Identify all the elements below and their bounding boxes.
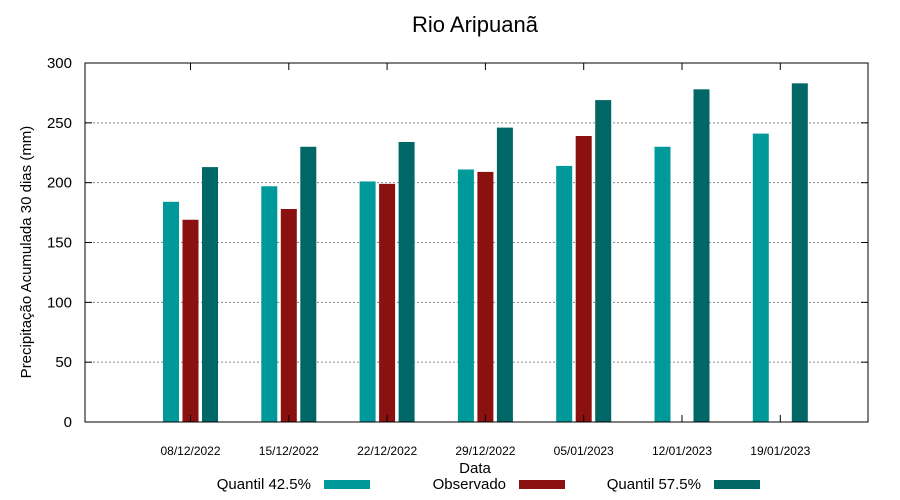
x-tick-label: 05/01/2023 [554, 444, 614, 458]
y-tick-label: 300 [47, 55, 72, 72]
bar-1-6 [654, 146, 671, 422]
legend-label-2: Observado [433, 476, 506, 493]
bar-3-6 [693, 89, 710, 423]
legend: Quantil 42.5% Observado Quantil 57.5% [217, 476, 760, 493]
bar-1-4 [457, 169, 474, 422]
bar-2-2 [280, 208, 297, 422]
x-tick-label: 29/12/2022 [455, 444, 515, 458]
x-axis-label: Data [459, 460, 491, 477]
chart-title: Rio Aripuanã [412, 12, 539, 37]
bar-3-3 [398, 141, 415, 423]
legend-swatch-3 [714, 480, 760, 489]
x-tick-label: 08/12/2022 [160, 444, 220, 458]
bar-3-4 [496, 127, 513, 423]
y-tick-label: 200 [47, 175, 72, 192]
bar-1-7 [752, 133, 769, 422]
y-axis-ticks: 0 50 100 150 200 250 300 [47, 55, 868, 431]
x-tick-label: 12/01/2023 [652, 444, 712, 458]
bar-1-2 [261, 186, 278, 422]
bar-2-5 [575, 135, 592, 422]
x-axis-ticks: 08/12/2022 15/12/2022 22/12/2022 29/12/2022… [160, 63, 811, 458]
bar-2-4 [477, 171, 494, 422]
y-axis-label: Precipitação Acumulada 30 dias (mm) [18, 126, 35, 379]
bar-3-1 [202, 167, 218, 422]
legend-swatch-2 [519, 480, 565, 489]
bars [163, 83, 808, 423]
bar-1-5 [556, 165, 573, 422]
bar-1-3 [359, 181, 376, 422]
bar-3-7 [791, 83, 808, 423]
y-tick-label: 50 [55, 354, 72, 371]
legend-label-1: Quantil 42.5% [217, 476, 311, 493]
y-tick-label: 250 [47, 115, 72, 132]
bar-2-1 [182, 219, 199, 422]
legend-swatch-1 [324, 480, 370, 489]
bar-2-3 [379, 183, 396, 422]
x-tick-label: 19/01/2023 [750, 444, 810, 458]
y-tick-label: 100 [47, 294, 72, 311]
x-tick-label: 22/12/2022 [357, 444, 417, 458]
bar-1-1 [163, 201, 179, 422]
x-tick-label: 15/12/2022 [259, 444, 319, 458]
y-tick-label: 150 [47, 235, 72, 252]
y-tick-label: 0 [64, 414, 72, 431]
grid-lines [85, 122, 868, 363]
legend-label-3: Quantil 57.5% [607, 476, 701, 493]
bar-3-2 [300, 146, 317, 422]
bar-3-5 [595, 100, 612, 422]
